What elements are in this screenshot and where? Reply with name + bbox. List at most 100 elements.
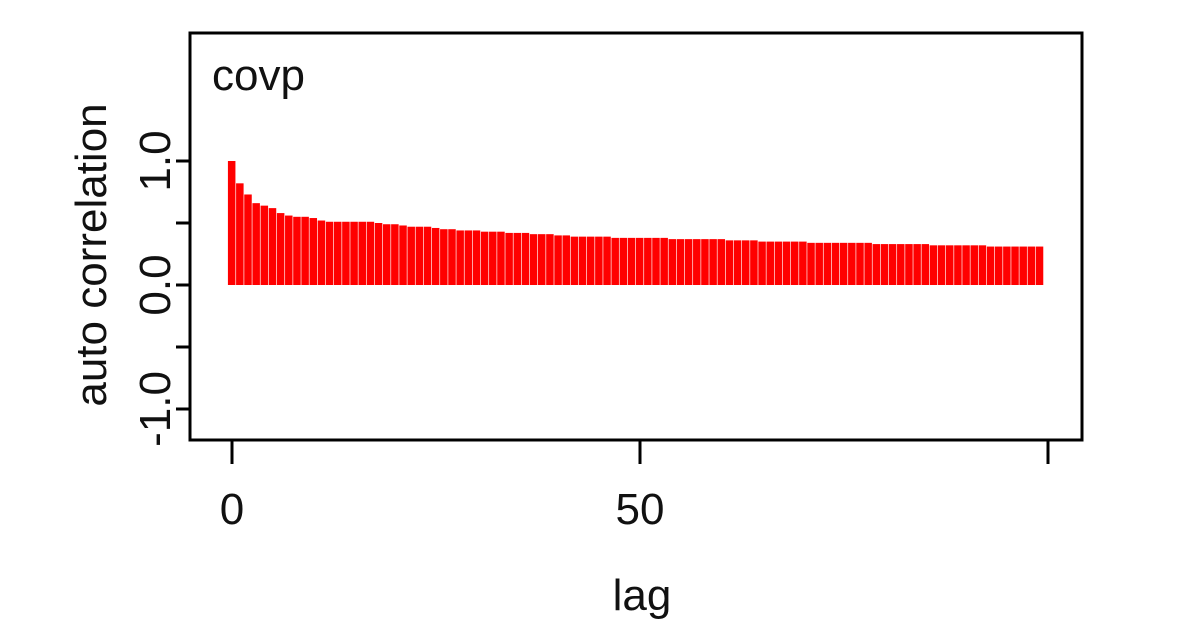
acf-bar	[750, 240, 758, 285]
acf-bar	[652, 237, 660, 285]
acf-bar	[366, 221, 375, 285]
acf-bar	[570, 236, 579, 285]
acf-bar	[1019, 246, 1027, 285]
acf-bar	[399, 225, 407, 285]
acf-bar	[774, 241, 783, 285]
acf-bar	[334, 221, 342, 285]
acf-bar	[513, 232, 522, 285]
acf-bar	[260, 205, 269, 285]
acf-bar	[897, 244, 905, 285]
acf-bar	[546, 234, 554, 285]
acf-bar	[358, 221, 366, 285]
acf-bar	[382, 224, 391, 285]
acf-bar	[586, 236, 595, 285]
plot-frame	[188, 31, 1084, 442]
acf-bar	[684, 239, 693, 285]
acf-bar	[489, 231, 497, 285]
x-tick-label: 0	[220, 485, 244, 534]
acf-bar	[1003, 246, 1011, 285]
acf-bar	[742, 240, 750, 285]
acf-bar	[994, 246, 1003, 285]
acf-bar	[301, 216, 309, 285]
acf-bar	[554, 235, 562, 285]
acf-bar	[236, 183, 244, 285]
acf-bar	[831, 242, 840, 285]
acf-bar	[293, 216, 301, 285]
y-axis-label: auto correlation	[67, 103, 116, 406]
acf-bar	[407, 226, 415, 285]
acf-bar	[578, 236, 587, 285]
acf-bar	[676, 239, 685, 285]
y-tick-label: -1.0	[131, 371, 180, 447]
acf-bar	[905, 244, 913, 285]
x-axis-label: lag	[613, 571, 672, 620]
acf-bar	[921, 244, 930, 285]
acf-bar	[970, 245, 978, 285]
acf-bar	[888, 244, 897, 285]
acf-bar	[880, 244, 889, 285]
chart-title: covp	[212, 51, 305, 100]
acf-bar	[480, 231, 489, 285]
acf-bar	[913, 244, 921, 285]
acf-bar	[668, 239, 677, 285]
acf-bar	[611, 237, 619, 285]
acf-bar	[538, 234, 546, 285]
acf-bar	[350, 221, 358, 285]
acf-bar	[227, 161, 236, 285]
acf-bar	[978, 245, 987, 285]
acf-bar	[423, 226, 432, 285]
acf-bar	[456, 230, 464, 285]
acf-bar	[415, 226, 424, 285]
x-tick-label: 50	[616, 485, 665, 534]
acf-bar	[954, 245, 962, 285]
acf-bar	[790, 241, 799, 285]
acf-bar	[529, 234, 538, 285]
acf-bar	[848, 242, 856, 285]
acf-bar	[856, 242, 864, 285]
acf-bar	[391, 224, 399, 285]
acf-bar	[595, 236, 603, 285]
acf-bar	[872, 244, 881, 285]
y-tick-label: 0.0	[131, 254, 180, 315]
y-axis: -1.0 0.0 1.0	[131, 130, 190, 447]
acf-bar	[758, 241, 766, 285]
acf-bar	[937, 245, 946, 285]
acf-bar	[717, 239, 726, 285]
acf-bar	[815, 242, 823, 285]
acf-bar	[285, 215, 293, 285]
x-axis: 0 50	[220, 440, 1050, 534]
y-tick-label: 1.0	[131, 130, 180, 191]
acf-bar	[962, 245, 970, 285]
acf-bar	[276, 213, 285, 285]
acf-bar	[864, 242, 872, 285]
acf-bar	[603, 236, 611, 285]
acf-bar	[325, 221, 334, 285]
acf-bar	[693, 239, 701, 285]
acf-bar	[562, 235, 570, 285]
acf-bar	[709, 239, 717, 285]
acf-bar	[701, 239, 709, 285]
acf-bar	[472, 230, 481, 285]
acf-bar	[839, 242, 848, 285]
acf-bar	[782, 241, 791, 285]
acf-bar	[521, 232, 530, 285]
acf-bar	[799, 241, 807, 285]
acf-bar	[374, 223, 383, 285]
acf-bar	[986, 246, 995, 285]
acf-bar	[497, 231, 505, 285]
acf-bar	[627, 237, 636, 285]
acf-bar	[660, 237, 668, 285]
acf-bar	[635, 237, 644, 285]
acf-bar	[733, 240, 742, 285]
acf-bar	[268, 208, 277, 285]
acf-bar	[1027, 246, 1036, 285]
acf-bar	[1011, 246, 1019, 285]
acf-bar	[440, 229, 448, 285]
acf-bar	[244, 194, 252, 285]
acf-bar	[725, 240, 734, 285]
acf-bar	[929, 245, 938, 285]
acf-bar	[431, 227, 440, 285]
acf-bar	[766, 241, 774, 285]
acf-bar	[946, 245, 954, 285]
